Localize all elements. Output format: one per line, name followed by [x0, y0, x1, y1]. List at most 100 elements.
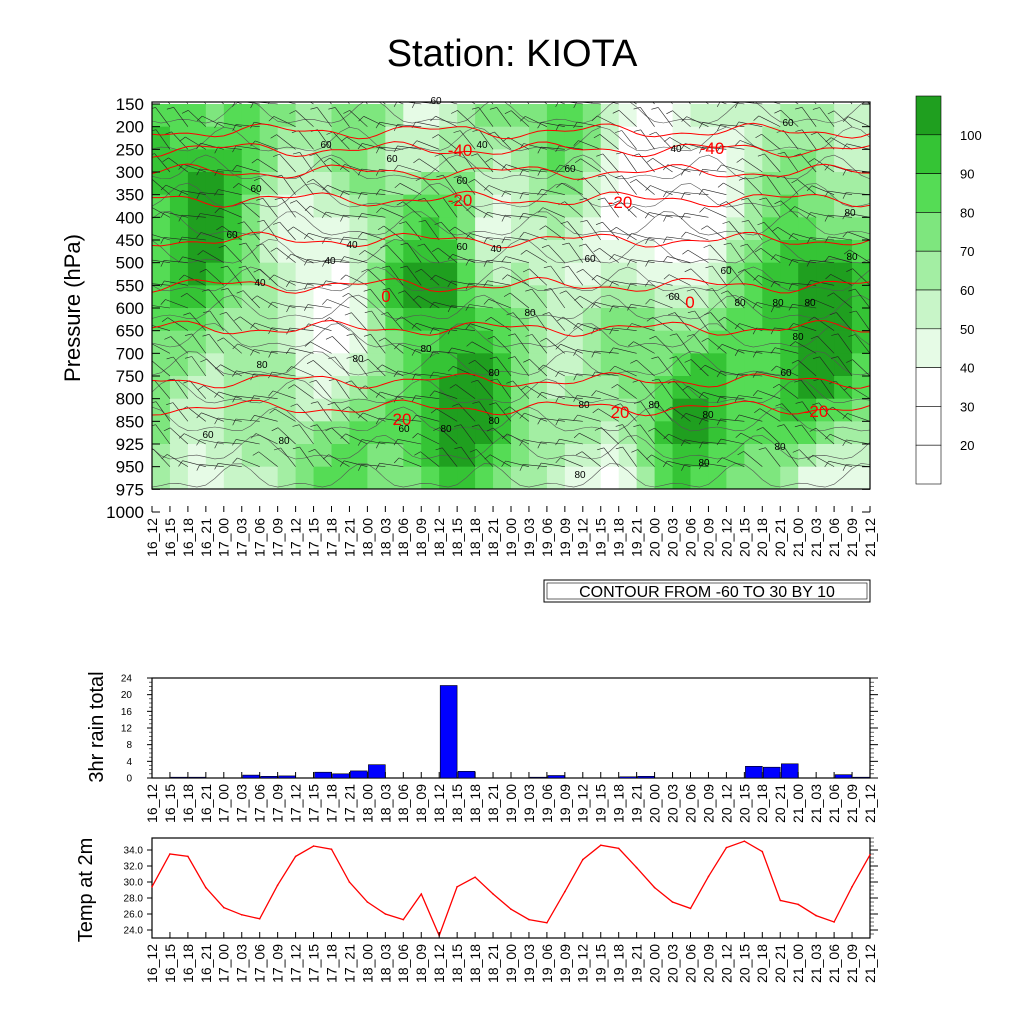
- humidity-cell: [331, 421, 350, 445]
- humidity-cell: [475, 330, 494, 354]
- humidity-cell: [601, 489, 619, 512]
- temp-tick-label: 28.0: [124, 894, 144, 905]
- humidity-cell: [313, 172, 332, 196]
- wind-barb: [397, 418, 422, 422]
- wind-barb-feather: [342, 292, 349, 297]
- wind-barb-feather: [681, 116, 687, 122]
- wind-barb-feather: [431, 247, 439, 252]
- wind-barb: [451, 347, 476, 354]
- wind-barb: [654, 427, 673, 445]
- time-tick-label: 21_00: [790, 784, 806, 823]
- colorbar-swatch: [915, 444, 942, 485]
- wind-barb: [173, 356, 189, 377]
- wind-barb: [172, 402, 189, 422]
- humidity-cell: [277, 421, 297, 445]
- rain-bar: [332, 773, 350, 779]
- wind-barb-feather: [593, 134, 601, 139]
- humidity-cell: [762, 217, 781, 241]
- wind-barb: [744, 269, 763, 286]
- wind-barb: [262, 243, 278, 263]
- wind-barb-feather: [272, 153, 280, 157]
- wind-barb: [676, 356, 691, 377]
- wind-barb-feather: [699, 364, 706, 371]
- wind-barb-feather: [504, 110, 512, 114]
- wind-barb-feather: [824, 164, 830, 171]
- humidity-contour-label: 80: [774, 442, 786, 453]
- humidity-cell: [726, 126, 745, 150]
- pressure-tick-label: 200: [116, 118, 144, 137]
- wind-barb: [761, 133, 781, 150]
- wind-barb-feather: [166, 356, 174, 360]
- wind-barb-feather: [468, 179, 475, 183]
- wind-barb-feather: [735, 295, 742, 301]
- surface-barb-feather: [655, 494, 660, 496]
- wind-barb-feather: [429, 302, 435, 309]
- wind-barb: [423, 243, 440, 263]
- humidity-cell: [296, 489, 314, 512]
- colorbar-label: 50: [960, 322, 974, 337]
- pressure-tick-label: 1000: [106, 503, 144, 522]
- wind-barb-feather: [734, 140, 741, 146]
- humidity-cell: [385, 149, 404, 173]
- time-tick-label: 17_21: [341, 518, 357, 557]
- wind-barb: [810, 212, 835, 218]
- wind-barb-feather: [663, 215, 667, 222]
- wind-barb-feather: [434, 221, 442, 225]
- humidity-cell: [259, 149, 279, 173]
- humidity-cell: [816, 489, 834, 512]
- humidity-cell: [834, 172, 853, 196]
- temperature-point: [779, 899, 782, 902]
- wind-barb-feather: [681, 413, 687, 419]
- surface-barb-feather: [708, 494, 713, 496]
- wind-barb-feather: [538, 364, 544, 370]
- humidity-cell: [169, 308, 189, 332]
- wind-barb: [541, 189, 565, 195]
- wind-barb: [775, 254, 799, 263]
- wind-barb: [710, 312, 727, 331]
- wind-barb-feather: [489, 107, 497, 110]
- wind-barb-feather: [705, 288, 713, 291]
- time-tick-label: 17_03: [234, 518, 250, 557]
- wind-barb-feather: [525, 288, 533, 292]
- humidity-cell: [708, 330, 727, 354]
- humidity-cell: [223, 149, 243, 173]
- time-tick-label: 17_09: [270, 944, 286, 983]
- wind-barb: [153, 448, 171, 467]
- wind-barb: [200, 439, 224, 445]
- humidity-cell: [169, 444, 189, 468]
- rain-bar: [762, 766, 781, 779]
- wind-barb: [155, 129, 171, 150]
- wind-barb: [650, 298, 673, 309]
- colorbar-label: 90: [960, 167, 974, 182]
- wind-barb-feather: [270, 247, 277, 252]
- wind-barb-feather: [346, 333, 354, 336]
- humidity-cell: [582, 126, 602, 150]
- humidity-cell: [798, 285, 817, 309]
- wind-barb-feather: [753, 115, 760, 121]
- wind-barb: [814, 316, 835, 331]
- humidity-cell: [385, 444, 404, 468]
- humidity-cell: [169, 376, 189, 400]
- wind-barb-feather: [650, 402, 658, 406]
- wind-barb: [310, 341, 332, 354]
- wind-barb: [855, 310, 870, 331]
- wind-barb-feather: [321, 211, 327, 219]
- humidity-cell: [780, 104, 799, 128]
- humidity-cell: [475, 308, 494, 332]
- wind-barb: [721, 344, 745, 354]
- humidity-cell: [223, 172, 243, 196]
- wind-barb-feather: [396, 201, 404, 206]
- humidity-cell: [726, 466, 745, 489]
- wind-barb: [478, 424, 494, 445]
- humidity-cell: [744, 398, 763, 422]
- wind-barb-feather: [681, 231, 687, 238]
- humidity-cell: [241, 330, 261, 354]
- wind-barb-feather: [429, 102, 432, 104]
- wind-barb: [760, 248, 781, 263]
- wind-barb: [441, 153, 458, 173]
- wind-barb-feather: [508, 333, 516, 336]
- wind-barb-feather: [339, 460, 345, 467]
- contour-note-box: [543, 579, 871, 603]
- humidity-cell: [403, 466, 422, 489]
- wind-barb: [442, 175, 458, 195]
